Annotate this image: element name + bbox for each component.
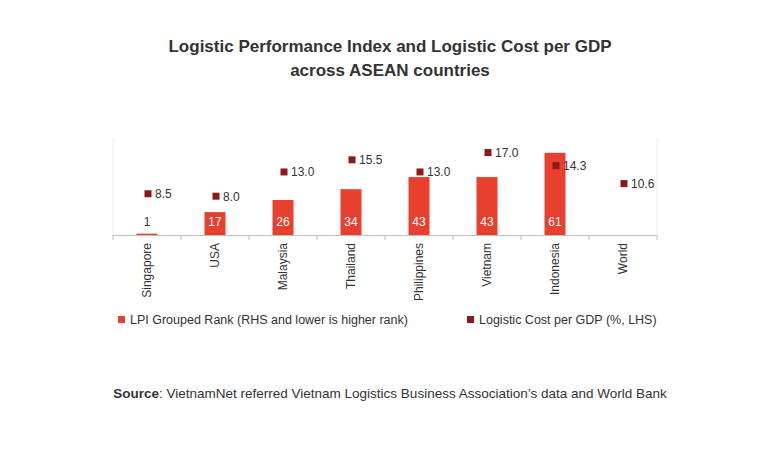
y2-axis-line (657, 138, 658, 235)
x-tick-label: Philippines (412, 243, 426, 301)
point (349, 156, 356, 163)
legend-swatch (118, 316, 125, 323)
point-label: 13.0 (291, 165, 315, 179)
chart: Logistic Performance Index and Logistic … (0, 0, 780, 449)
bar-label: 43 (480, 215, 494, 229)
x-tick-label: Malaysia (276, 243, 290, 291)
x-tick-label: Thailand (344, 243, 358, 289)
bar (409, 177, 430, 235)
bar (137, 234, 158, 235)
bar-label: 61 (548, 215, 562, 229)
bar-label: 43 (412, 215, 426, 229)
bar-label: 1 (144, 215, 151, 229)
bar-label: 17 (208, 215, 222, 229)
point (485, 149, 492, 156)
source: Source: VietnamNet referred Vietnam Logi… (113, 386, 667, 401)
point (621, 180, 628, 187)
x-tick-label: Indonesia (548, 243, 562, 295)
x-tick (385, 235, 386, 240)
title: Logistic Performance Index and Logistic … (168, 37, 611, 56)
x-tick-label: Vietnam (480, 243, 494, 287)
point-label: 17.0 (495, 146, 519, 160)
y-axis-line (113, 138, 114, 235)
legend-swatch (467, 316, 474, 323)
legend-item: Logistic Cost per GDP (%, LHS) (467, 313, 657, 327)
x-tick (453, 235, 454, 240)
x-tick-label: World (616, 243, 630, 274)
point-label: 13.0 (427, 165, 451, 179)
point (417, 168, 424, 175)
point (553, 162, 560, 169)
point (145, 190, 152, 197)
x-tick (657, 235, 658, 240)
point (213, 193, 220, 200)
bar (341, 189, 362, 235)
point-label: 8.5 (155, 187, 172, 201)
bar (273, 200, 294, 235)
point-label: 8.0 (223, 190, 240, 204)
x-tick (181, 235, 182, 240)
point-label: 15.5 (359, 153, 383, 167)
x-tick (113, 235, 114, 240)
source-label: Source (113, 386, 159, 401)
source-text: : VietnamNet referred Vietnam Logistics … (159, 386, 667, 401)
x-tick-label: USA (208, 243, 222, 268)
point-label: 10.6 (631, 177, 655, 191)
bar (477, 177, 498, 235)
labels: 1 17 26 34 43 43 61 8.5 8.0 13.0 15.5 13.0 17.0 14.3 1… (144, 146, 655, 229)
marks (137, 149, 628, 235)
point-label: 14.3 (563, 159, 587, 173)
bar-label: 26 (276, 215, 290, 229)
title: across ASEAN countries (290, 61, 490, 80)
legend-label: Logistic Cost per GDP (%, LHS) (479, 313, 657, 327)
legend-label: LPI Grouped Rank (RHS and lower is highe… (130, 313, 408, 327)
bar-label: 34 (344, 215, 358, 229)
x-tick-label: Singapore (140, 243, 154, 298)
x-tick (317, 235, 318, 240)
bar (205, 212, 226, 235)
point (281, 168, 288, 175)
legend-item: LPI Grouped Rank (RHS and lower is highe… (118, 313, 408, 327)
x-tick (249, 235, 250, 240)
x-tick (521, 235, 522, 240)
x-tick (589, 235, 590, 240)
